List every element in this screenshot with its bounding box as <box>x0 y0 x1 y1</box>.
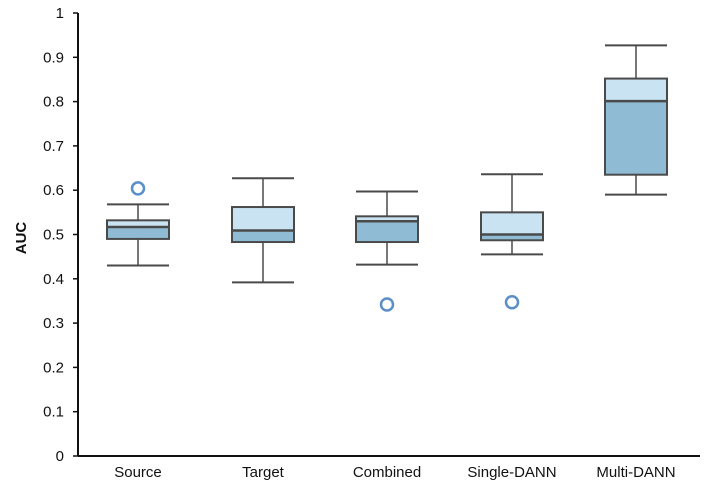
y-tick-label: 1 <box>56 5 64 22</box>
outlier-point <box>379 297 395 312</box>
y-tick-label: 0.5 <box>43 227 64 244</box>
y-tick-label: 0.3 <box>43 315 64 332</box>
box-outline <box>231 206 295 244</box>
box-outline <box>355 215 419 244</box>
box-outline <box>106 219 170 240</box>
box-upper-half <box>232 207 294 231</box>
x-category-label: Single-DANN <box>467 464 556 481</box>
outlier-point <box>130 181 146 196</box>
box-target <box>231 177 295 284</box>
boxes <box>106 44 668 312</box>
x-category-label: Combined <box>353 464 421 481</box>
x-category-label: Target <box>242 464 285 481</box>
outlier-point <box>504 295 520 310</box>
box-upper-half <box>107 220 169 227</box>
y-tick-label: 0.1 <box>43 404 64 421</box>
box-upper-half <box>481 212 543 235</box>
box-lower-half <box>356 221 418 243</box>
box-combined <box>355 190 419 312</box>
y-tick-label: 0 <box>56 448 64 465</box>
box-upper-half <box>356 216 418 222</box>
box-multi-dann <box>604 44 668 196</box>
x-category-label: Source <box>114 464 162 481</box>
box-source <box>106 181 170 267</box>
box-outline <box>604 77 668 176</box>
box-lower-half <box>107 226 169 239</box>
y-tick-label: 0.8 <box>43 94 64 111</box>
y-ticks: 0 0.1 0.2 0.3 0.4 0.5 0.6 0.7 0.8 0.9 1 <box>43 5 78 465</box>
y-tick-label: 0.7 <box>43 138 64 155</box>
y-tick-label: 0.4 <box>43 271 64 288</box>
box-single-dann <box>480 173 544 310</box>
y-tick-label: 0.6 <box>43 182 64 199</box>
box-outline <box>480 211 544 242</box>
y-tick-label: 0.2 <box>43 359 64 376</box>
box-lower-half <box>605 101 667 175</box>
y-axis-title: AUC <box>13 222 30 255</box>
box-lower-half <box>232 230 294 243</box>
category-labels: Source Target Combined Single-DANN Multi-DAN… <box>114 464 675 481</box>
x-category-label: Multi-DANN <box>596 464 675 481</box>
box-upper-half <box>605 78 667 102</box>
y-tick-label: 0.9 <box>43 49 64 66</box>
box-lower-half <box>481 234 543 241</box>
